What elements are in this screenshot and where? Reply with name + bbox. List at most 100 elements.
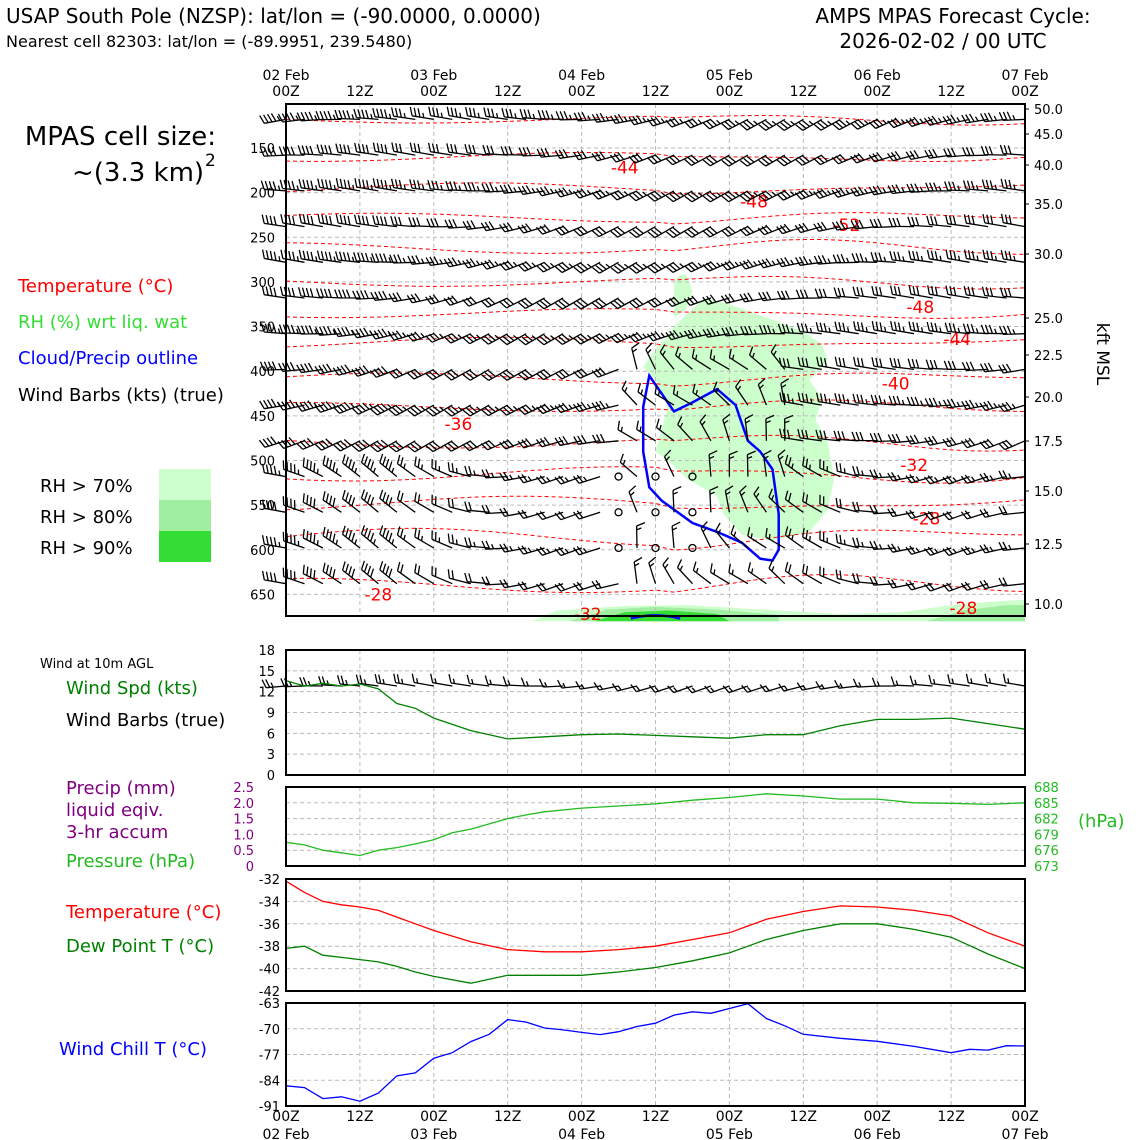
wind-barb [447,533,471,549]
wind-barb [536,297,564,310]
wind-barb [480,221,508,232]
surface-wind-barb [611,683,638,692]
wind-barb [637,383,656,406]
wind-barb [889,357,915,371]
wind-barb [351,327,379,339]
wind-barb [905,434,933,445]
wind-barb [942,511,970,521]
wind-barb [425,368,453,381]
wind-barb [481,404,509,417]
wind-barb [499,507,527,517]
calm-wind-circle [651,543,660,553]
wind-barb [499,297,527,309]
wind-barb [795,255,822,266]
height-tick-label: 15.0 [1034,485,1063,500]
wind-barb [341,561,361,585]
wind-barb [518,147,545,157]
surface-wind-barb [261,679,287,689]
wind-barb [536,333,564,346]
wind-barb [635,521,646,549]
temperature-contour-label: -40 [882,375,910,395]
wind-barb [314,438,342,451]
wind-barb [961,399,989,410]
wind-barb [464,572,490,585]
wind-barb [573,261,601,274]
surface-wind-barb [741,684,767,693]
title-right-1: AMPS MPAS Forecast Cycle: [815,4,1090,28]
wind-barb [465,106,490,121]
wind-barb [979,400,1007,411]
wind-barb [979,362,1007,373]
wind-barb [926,321,952,335]
wind-barb [591,400,619,411]
wind-barb [720,260,749,271]
pressure-tick-label: 300 [250,276,275,291]
bottom-hour-tick-label: 00Z [716,1109,743,1125]
wind-barb [852,465,878,478]
wind-barb [259,113,287,124]
wind-barb [464,465,490,478]
wind-barb [905,149,933,161]
wind-barbs-label: Wind Barbs (true) [66,710,225,731]
wind-barb [462,404,490,417]
wind-barb [998,505,1026,516]
wind-barb [351,365,379,377]
wind-barb [739,225,767,237]
wind-barb [998,470,1026,480]
wind-barb [332,364,361,376]
wind-barb [554,148,582,159]
wind-barb [427,180,453,192]
wind-barb [369,365,398,378]
surface-wind-barb [430,673,453,687]
wind-barb [834,356,859,371]
wind-barb [282,460,305,478]
wind-barb [981,286,1007,299]
wind-barb [852,537,878,549]
wind-chill-panel-frame [285,1002,1026,1107]
wind-barb [739,259,767,270]
top-day-tick-label: 02 Feb [262,68,309,84]
wind-barb [391,142,416,156]
wind-barb [555,333,582,345]
wind-barb [259,147,287,157]
wind-barb [554,435,582,447]
wind-barb [757,258,785,269]
wind-barb [998,363,1026,374]
wind-barb [962,180,989,192]
wind-barb [341,525,361,549]
surface-wind-barb [704,685,730,694]
temperature-contour [285,275,1026,290]
rh-key-80-label: RH > 80% [40,507,133,528]
top-hour-tick-label: 00Z [272,84,299,100]
wind-barb [517,223,545,234]
pressure-tick-label: 685 [1034,797,1059,812]
surface-wind-barb [984,673,1007,687]
wind-barb [425,440,453,453]
wind-barb [360,560,379,585]
surface-wind-barb [466,674,490,687]
calm-wind-circle [614,472,623,481]
wind-barb [317,178,342,192]
wind-barb [554,402,582,414]
pressure-tick-label: 250 [250,231,275,246]
wind-barb [360,453,379,478]
wind-barb [888,395,915,406]
wind-barb [372,178,398,192]
wind-barb [942,546,970,557]
wind-barb [425,332,453,343]
wind-barb [963,214,989,228]
wind-barb [409,106,434,121]
wind-barb [645,342,657,370]
wind-barb [888,217,915,228]
wind-barb [499,333,527,346]
wind-barb [795,154,823,166]
wind-barb [481,540,508,550]
wind-barb [554,546,582,557]
wind-barb [813,154,841,166]
wind-barb [739,154,767,167]
surface-wind-barb [448,674,471,687]
wind-barb [887,579,915,589]
wind-barb [647,153,675,165]
surface-wind-barb [1002,673,1026,687]
wind-barb [408,217,434,228]
